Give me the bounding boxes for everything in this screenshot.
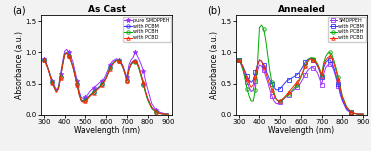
- with PCBH: [85, 98, 90, 100]
- with PCBD: [239, 62, 243, 63]
- with PCBD: [85, 98, 90, 100]
- Y-axis label: Absorbance (a.u.): Absorbance (a.u.): [210, 31, 219, 99]
- with PCBH: [108, 67, 112, 69]
- with PCBH: [42, 59, 46, 61]
- SMDPPEH: [311, 67, 316, 69]
- Line: with PCBD: with PCBD: [42, 51, 170, 116]
- with PCBH: [118, 62, 123, 64]
- Legend: pure SMDPPEH, with PCBM, with PCBH, with PCBD: pure SMDPPEH, with PCBM, with PCBH, with…: [123, 17, 171, 42]
- with PCBM: [307, 58, 312, 60]
- with PCBH: [309, 57, 313, 58]
- with PCBH: [162, 113, 166, 115]
- Text: (a): (a): [12, 5, 26, 15]
- pure SMDPPEH: [44, 61, 48, 63]
- with PCBM: [162, 113, 166, 115]
- with PCBH: [280, 99, 285, 101]
- with PCBD: [114, 60, 119, 61]
- with PCBM: [166, 113, 171, 115]
- Y-axis label: Absorbance (a.u.): Absorbance (a.u.): [15, 31, 24, 99]
- Title: Annealed: Annealed: [278, 5, 325, 14]
- SMDPPEH: [239, 63, 243, 65]
- with PCBD: [65, 52, 69, 54]
- with PCBD: [42, 59, 46, 61]
- with PCBM: [239, 62, 243, 63]
- SMDPPEH: [324, 66, 328, 68]
- with PCBM: [357, 113, 361, 115]
- with PCBM: [131, 60, 135, 62]
- with PCBD: [307, 59, 312, 61]
- with PCBD: [328, 55, 332, 57]
- with PCBH: [114, 60, 119, 61]
- Line: with PCBH: with PCBH: [42, 51, 170, 116]
- Legend: SMDPPEH, with PCBM, with PCBH, with PCBD: SMDPPEH, with PCBM, with PCBH, with PCBD: [328, 17, 366, 42]
- Line: with PCBD: with PCBD: [237, 55, 365, 116]
- with PCBM: [301, 65, 305, 67]
- with PCBM: [85, 97, 90, 99]
- pure SMDPPEH: [42, 58, 46, 60]
- Text: (b): (b): [207, 5, 220, 15]
- SMDPPEH: [307, 68, 312, 70]
- Title: As Cast: As Cast: [88, 5, 126, 14]
- with PCBD: [44, 63, 48, 65]
- pure SMDPPEH: [118, 61, 123, 63]
- with PCBM: [309, 58, 313, 60]
- with PCBM: [237, 59, 241, 61]
- with PCBM: [326, 59, 330, 61]
- with PCBM: [313, 62, 318, 63]
- Line: with PCBM: with PCBM: [237, 57, 365, 116]
- with PCBH: [239, 63, 243, 65]
- pure SMDPPEH: [114, 58, 119, 60]
- Line: pure SMDPPEH: pure SMDPPEH: [42, 47, 171, 117]
- with PCBM: [361, 113, 365, 115]
- with PCBH: [65, 52, 69, 53]
- with PCBM: [114, 59, 119, 61]
- with PCBD: [118, 62, 123, 64]
- with PCBD: [324, 59, 328, 61]
- Line: with PCBM: with PCBM: [42, 51, 170, 116]
- with PCBD: [131, 60, 135, 62]
- with PCBH: [166, 113, 171, 115]
- with PCBH: [237, 59, 241, 61]
- with PCBD: [237, 59, 241, 61]
- with PCBH: [259, 24, 264, 26]
- pure SMDPPEH: [85, 94, 90, 96]
- pure SMDPPEH: [131, 57, 135, 58]
- with PCBD: [278, 100, 282, 102]
- with PCBM: [118, 62, 123, 63]
- X-axis label: Wavelength (nm): Wavelength (nm): [73, 126, 140, 135]
- Line: with PCBH: with PCBH: [237, 23, 365, 116]
- with PCBH: [313, 60, 318, 61]
- with PCBD: [361, 113, 365, 115]
- with PCBM: [278, 88, 282, 90]
- SMDPPEH: [357, 113, 361, 115]
- SMDPPEH: [237, 59, 241, 61]
- with PCBH: [361, 113, 365, 115]
- pure SMDPPEH: [166, 113, 171, 115]
- SMDPPEH: [278, 101, 282, 103]
- with PCBD: [301, 70, 305, 72]
- with PCBM: [42, 59, 46, 61]
- X-axis label: Wavelength (nm): Wavelength (nm): [268, 126, 335, 135]
- with PCBH: [326, 52, 330, 54]
- with PCBH: [303, 65, 307, 67]
- with PCBD: [108, 68, 112, 70]
- SMDPPEH: [361, 113, 365, 115]
- pure SMDPPEH: [108, 64, 112, 66]
- with PCBH: [131, 62, 135, 63]
- with PCBM: [108, 66, 112, 68]
- with PCBD: [162, 113, 166, 115]
- with PCBM: [65, 52, 69, 53]
- pure SMDPPEH: [65, 48, 69, 50]
- with PCBM: [44, 63, 48, 65]
- with PCBH: [44, 63, 48, 65]
- with PCBD: [311, 59, 316, 61]
- with PCBH: [357, 113, 361, 115]
- with PCBD: [166, 113, 171, 115]
- Line: SMDPPEH: SMDPPEH: [237, 58, 365, 116]
- SMDPPEH: [301, 78, 305, 80]
- with PCBD: [357, 113, 361, 115]
